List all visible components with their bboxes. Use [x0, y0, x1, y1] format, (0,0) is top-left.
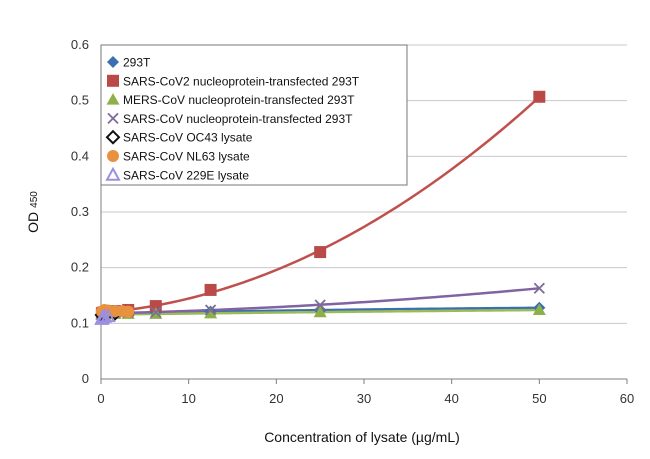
- x-tick-label: 10: [181, 391, 195, 406]
- x-tick-label: 30: [357, 391, 371, 406]
- legend: 293T SARS-CoV2 nucleoprotein-transfected …: [100, 44, 408, 186]
- y-tick-label: 0: [82, 371, 89, 386]
- x-tick-label: 40: [444, 391, 458, 406]
- svg-text:OD450: OD 450: [25, 191, 41, 233]
- data-point: [122, 305, 135, 318]
- data-points: [94, 90, 546, 325]
- legend-label: SARS-CoV2 nucleoprotein-transfected 293T: [123, 74, 360, 88]
- legend-label: 293T: [123, 56, 151, 70]
- legend-label: SARS-CoV nucleoprotein-transfected 293T: [123, 112, 353, 126]
- data-point: [533, 90, 546, 103]
- data-point: [204, 283, 217, 296]
- y-axis-title-subscript: 450: [29, 191, 40, 208]
- x-tick-label: 20: [269, 391, 283, 406]
- tick-labels: 0 0.1 0.2 0.3 0.4 0.5 0.6 0 10 20 30 40 50 60: [71, 37, 634, 406]
- x-tick-label: 60: [620, 391, 634, 406]
- data-point: [150, 306, 162, 318]
- y-axis-title: OD 450: [25, 191, 41, 233]
- data-point: [204, 306, 218, 319]
- legend-label: SARS-CoV 229E lysate: [123, 168, 249, 182]
- data-point: [314, 246, 327, 259]
- x-axis-title: Concentration of lysate (µg/mL): [264, 429, 460, 445]
- y-tick-label: 0.3: [71, 204, 89, 219]
- legend-marker: [107, 56, 119, 68]
- legend-marker: [107, 74, 119, 87]
- legend-box: [100, 44, 408, 186]
- y-tick-label: 0.1: [71, 315, 89, 330]
- x-tick-label: 50: [532, 391, 546, 406]
- data-point: [204, 304, 217, 316]
- legend-label: MERS-CoV nucleoprotein-transfected 293T: [123, 93, 355, 107]
- data-point: [100, 308, 116, 323]
- y-tick-label: 0.4: [71, 148, 89, 163]
- legend-marker: [105, 129, 121, 145]
- legend-marker: [107, 150, 119, 162]
- legend-label: SARS-CoV NL63 lysate: [123, 150, 250, 164]
- y-axis-title-text: OD: [25, 212, 41, 233]
- x-tick-label: 0: [97, 391, 104, 406]
- legend-label: SARS-CoV OC43 lysate: [123, 131, 253, 145]
- y-tick-label: 0.2: [71, 260, 89, 275]
- legend-marker: [105, 166, 121, 181]
- data-point: [532, 303, 546, 315]
- data-point: [314, 299, 326, 311]
- y-tick-label: 0.5: [71, 93, 89, 108]
- legend-marker: [106, 93, 120, 105]
- data-point: [533, 282, 545, 294]
- y-tick-label: 0.6: [71, 37, 89, 52]
- legend-marker: [107, 112, 119, 125]
- data-point: [313, 305, 327, 318]
